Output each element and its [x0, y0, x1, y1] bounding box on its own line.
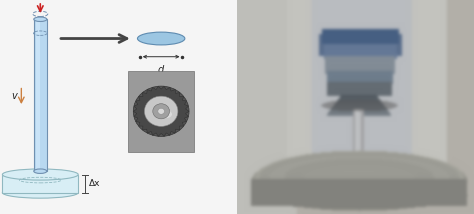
Text: v: v: [11, 91, 17, 101]
Polygon shape: [128, 71, 194, 152]
Ellipse shape: [137, 32, 185, 45]
Ellipse shape: [34, 169, 47, 173]
Text: Δx: Δx: [89, 179, 100, 188]
Circle shape: [133, 86, 189, 137]
Polygon shape: [133, 86, 189, 136]
Ellipse shape: [34, 17, 47, 21]
Ellipse shape: [2, 169, 78, 180]
Ellipse shape: [2, 187, 78, 198]
Polygon shape: [36, 21, 40, 169]
Ellipse shape: [160, 110, 172, 118]
Circle shape: [145, 96, 178, 126]
Text: d: d: [158, 65, 164, 75]
Polygon shape: [2, 175, 78, 193]
Circle shape: [153, 104, 170, 119]
Circle shape: [158, 108, 164, 114]
Polygon shape: [34, 19, 47, 171]
